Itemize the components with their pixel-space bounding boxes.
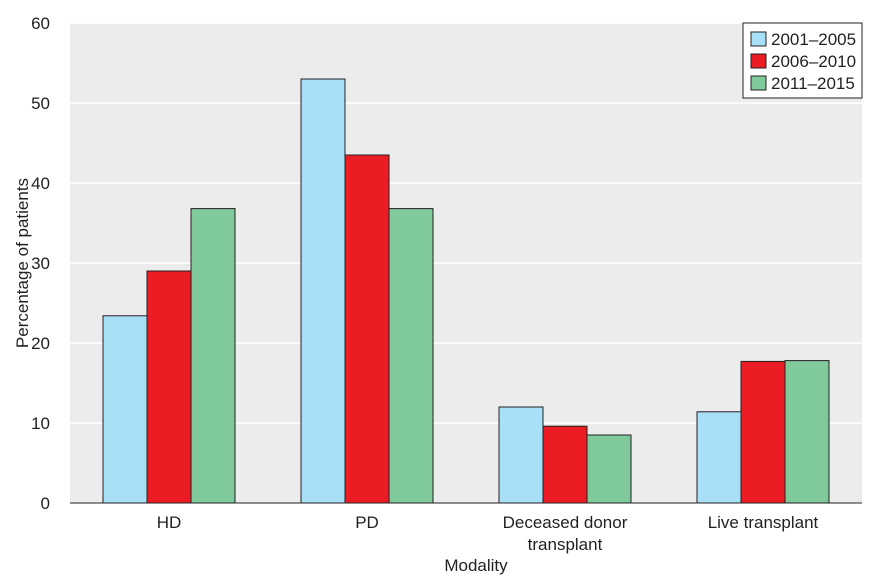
- bar: [740, 360, 786, 504]
- y-axis-label: Percentage of patients: [13, 178, 32, 348]
- bar: [300, 78, 346, 504]
- bar: [146, 270, 192, 504]
- bar: [696, 411, 742, 504]
- x-axis-ticks: HD PD Deceased donor transplant Live transpl…: [157, 513, 819, 554]
- legend: 2001–2005 2006–2010 2011–2015: [742, 22, 863, 99]
- bar: [498, 406, 544, 504]
- bar: [344, 154, 390, 504]
- x-tick-label: Live transplant: [708, 513, 819, 532]
- y-tick-label: 60: [31, 14, 50, 33]
- bar: [190, 208, 236, 504]
- bar: [102, 315, 148, 504]
- y-tick-label: 20: [31, 334, 50, 353]
- x-axis-label: Modality: [444, 556, 508, 575]
- x-tick-label: HD: [157, 513, 182, 532]
- y-tick-label: 0: [41, 494, 50, 513]
- legend-label: 2006–2010: [771, 52, 856, 71]
- legend-swatch: [750, 53, 767, 69]
- legend-label: 2011–2015: [771, 74, 855, 93]
- bar: [388, 208, 434, 504]
- bar: [784, 360, 830, 504]
- bar: [586, 434, 632, 504]
- x-tick-label: PD: [355, 513, 379, 532]
- y-tick-label: 50: [31, 94, 50, 113]
- bar: [542, 425, 588, 504]
- legend-label: 2001–2005: [771, 30, 856, 49]
- y-axis-ticks: 0 10 20 30 40 50 60: [31, 14, 50, 513]
- y-tick-label: 10: [31, 414, 50, 433]
- legend-swatch: [750, 75, 767, 91]
- legend-swatch: [750, 31, 767, 47]
- y-tick-label: 30: [31, 254, 50, 273]
- x-tick-label: Deceased donor transplant: [503, 513, 628, 554]
- y-tick-label: 40: [31, 174, 50, 193]
- bars: [102, 78, 830, 504]
